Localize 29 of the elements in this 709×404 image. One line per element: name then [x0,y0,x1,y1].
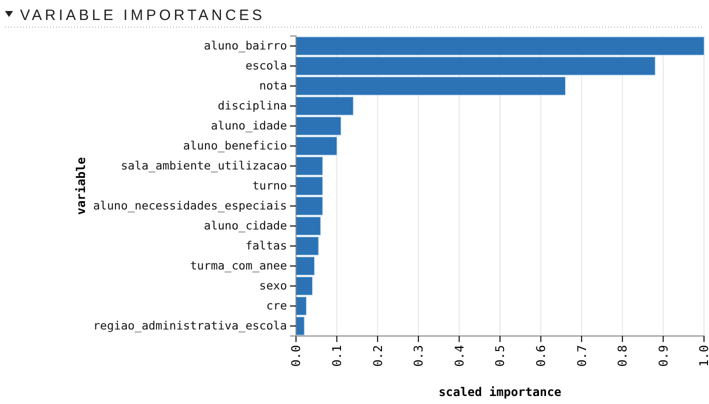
y-tick-label: sexo [259,278,288,293]
y-tick-label: nota [259,78,287,93]
x-tick-label: 1.0 [697,345,709,367]
y-tick-label: cre [266,298,288,313]
x-tick-label: 0.9 [656,345,670,367]
y-tick-label: aluno_idade [210,118,288,133]
text: VARIABLE IMPORTANCES [20,7,266,24]
y-tick-label: disciplina [218,98,287,113]
x-tick-label: 0.7 [574,345,589,367]
x-axis-title: scaled importance [438,385,562,399]
y-tick-label: aluno_cidade [204,218,288,233]
y-tick-label: turno [252,178,288,193]
x-tick-label: 0.1 [330,345,344,367]
y-tick-label: turma_com_anee [190,258,288,273]
x-tick-label: 0.4 [452,345,466,367]
y-axis-title: variable [74,157,88,215]
y-tick-label: escola [245,58,287,73]
x-tick-label: 0.6 [534,345,548,367]
x-tick-label: 0.0 [289,345,304,367]
y-tick-label: aluno_beneficio [183,138,288,153]
y-tick-label: regiao_administrativa_escola [93,318,287,333]
x-tick-label: 0.8 [616,345,630,367]
y-tick-label: sala_ambiente_utilizacao [120,158,288,173]
x-tick-label: 0.2 [370,345,385,367]
y-tick-label: faltas [245,238,287,253]
x-tick-label: 0.3 [412,345,426,367]
y-tick-label: aluno_necessidades_especiais [93,198,287,213]
y-tick-label: aluno_bairro [204,38,288,53]
x-tick-label: 0.5 [493,345,508,367]
